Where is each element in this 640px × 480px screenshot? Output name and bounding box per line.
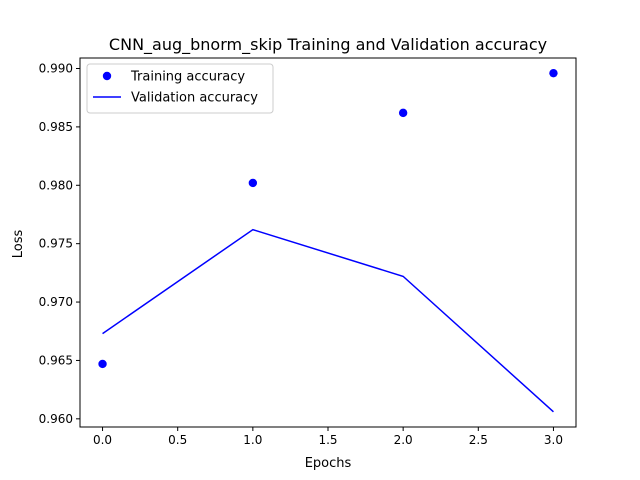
y-tick-label: 0.990 — [39, 62, 73, 76]
x-tick-label: 1.0 — [243, 433, 262, 447]
x-tick-label: 1.5 — [318, 433, 337, 447]
x-tick-label: 2.5 — [469, 433, 488, 447]
y-tick-label: 0.985 — [39, 120, 73, 134]
legend-label: Training accuracy — [130, 70, 245, 85]
y-tick-label: 0.965 — [39, 353, 73, 367]
y-tick-label: 0.960 — [39, 412, 73, 426]
training-accuracy-point — [248, 178, 258, 188]
plot-area: 0.0 0.5 1.0 1.5 2.0 2.5 3.0 0.960 0.965 0.970 0.97… — [39, 57, 577, 447]
y-axis-label: Loss — [11, 230, 26, 259]
legend-box — [86, 63, 274, 114]
x-tick-label: 0.0 — [93, 433, 112, 447]
x-tick-label: 2.0 — [394, 433, 413, 447]
training-accuracy-point — [98, 359, 107, 369]
legend-marker-swatch — [102, 71, 112, 81]
x-axis-label: Epochs — [305, 456, 352, 471]
x-tick-label: 0.5 — [168, 433, 187, 447]
x-tick-label: 3.0 — [544, 433, 563, 447]
validation-accuracy-line — [102, 228, 554, 413]
legend-label: Validation accuracy — [131, 91, 258, 106]
training-accuracy-point — [398, 108, 408, 118]
y-tick-label: 0.980 — [39, 178, 73, 192]
chart-title: CNN_aug_bnorm_skip Training and Validati… — [109, 35, 547, 55]
y-tick-label: 0.970 — [39, 295, 73, 309]
y-tick-label: 0.975 — [39, 237, 73, 251]
training-accuracy-point — [549, 68, 558, 78]
